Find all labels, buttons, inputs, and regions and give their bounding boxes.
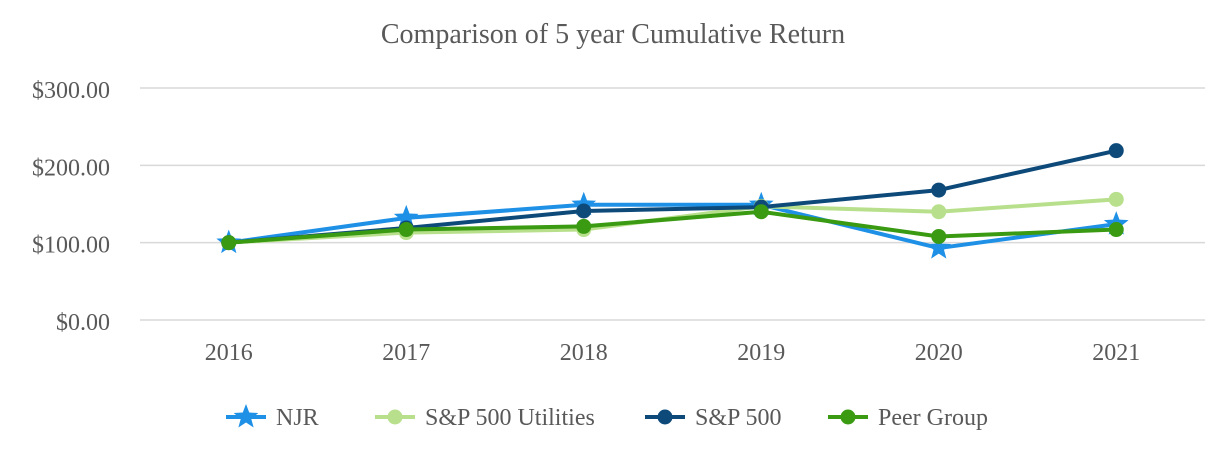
legend-circle-icon (840, 409, 856, 425)
legend-circle-icon (387, 409, 403, 425)
legend-item: S&P 500 (645, 405, 781, 431)
series-line (226, 209, 1119, 245)
x-axis-tick-labels: 2016 2017 2018 2019 2020 2021 (205, 340, 1141, 366)
legend-star-icon (233, 404, 259, 428)
data-point (1108, 191, 1124, 207)
x-tick-label: 2019 (737, 340, 785, 366)
data-point (1108, 222, 1124, 238)
legend-label: NJR (276, 405, 319, 431)
data-point (576, 203, 592, 219)
series-peer-group (221, 204, 1124, 251)
data-point (931, 228, 947, 244)
legend-label: S&P 500 Utilities (425, 405, 595, 431)
x-tick-label: 2021 (1092, 340, 1140, 366)
data-point (753, 204, 769, 220)
legend: NJR S&P 500 Utilities S&P 500 Peer Group (226, 404, 988, 431)
data-point (931, 204, 947, 220)
data-point (1108, 143, 1124, 159)
legend-circle-icon (657, 409, 673, 425)
x-tick-label: 2018 (560, 340, 608, 366)
legend-label: S&P 500 (695, 405, 781, 431)
data-point (576, 218, 592, 234)
data-point (393, 204, 419, 229)
legend-item: NJR (226, 404, 319, 431)
series-line (226, 148, 1119, 245)
y-tick-label: $100.00 (32, 233, 110, 259)
data-point (931, 182, 947, 198)
legend-item: S&P 500 Utilities (375, 405, 595, 431)
legend-label: Peer Group (878, 405, 988, 431)
y-tick-label: $300.00 (32, 78, 110, 104)
gridlines (140, 87, 1205, 321)
y-tick-label: $0.00 (56, 310, 110, 336)
y-tick-label: $200.00 (32, 155, 110, 181)
x-tick-label: 2020 (915, 340, 963, 366)
series-line (226, 202, 1119, 251)
series-lines (216, 143, 1129, 259)
chart-title: Comparison of 5 year Cumulative Return (381, 19, 845, 50)
x-tick-label: 2017 (382, 340, 430, 366)
data-point (221, 235, 237, 251)
data-point (926, 235, 952, 259)
series-njr (216, 191, 1129, 259)
legend-item: Peer Group (828, 405, 988, 431)
y-axis-tick-labels: $0.00 $100.00 $200.00 $300.00 (32, 78, 110, 336)
x-tick-label: 2016 (205, 340, 253, 366)
data-point (398, 222, 414, 238)
